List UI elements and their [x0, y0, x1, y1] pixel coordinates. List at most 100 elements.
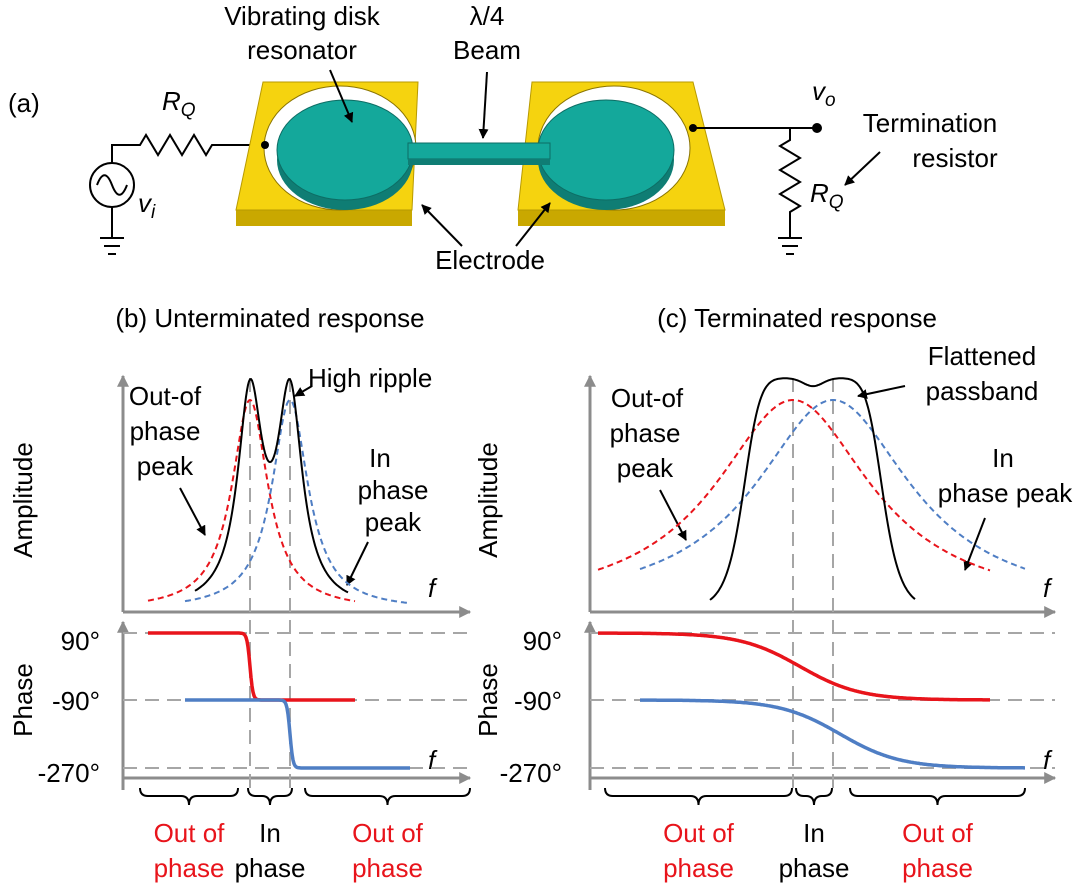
- out-of-phase-phase: [598, 631, 990, 702]
- arrow: [421, 204, 463, 247]
- axis-label: Phase: [473, 663, 503, 737]
- in-phase-curve: [639, 399, 1026, 570]
- annotation: Out-of: [129, 381, 202, 411]
- disk: [276, 99, 414, 201]
- annotation: λ/4: [470, 1, 505, 31]
- subscript: Q: [181, 100, 196, 121]
- axis-label: f: [428, 745, 438, 775]
- out-of-phase-curve: [147, 398, 356, 603]
- region-label: In: [259, 818, 281, 848]
- region-label: Out of: [902, 818, 974, 848]
- arrow: [294, 385, 313, 397]
- symbol: R: [810, 178, 829, 208]
- panel-title: (c) Terminated response: [657, 303, 937, 333]
- output-node: [812, 123, 822, 133]
- circuit: (a) RQ vi Vibrating disk resonator λ/4 B…: [8, 1, 998, 275]
- region-label: Out of: [352, 818, 424, 848]
- in-phase-phase: [640, 698, 1025, 770]
- tick-label: 90°: [523, 626, 562, 656]
- region-label: phase: [235, 853, 306, 883]
- region-label: Out of: [154, 818, 226, 848]
- beam-side: [408, 159, 550, 165]
- arrow: [478, 71, 489, 139]
- tick-label: 90°: [61, 626, 100, 656]
- subscript: Q: [829, 192, 844, 213]
- panel-b: (b) Unterminated response Amplitude Phas…: [8, 303, 472, 883]
- axis-label: Amplitude: [473, 442, 503, 558]
- region-label: phase: [352, 853, 423, 883]
- tick-label: -270°: [500, 758, 562, 788]
- electrode-side: [518, 210, 725, 226]
- output-wire: [693, 127, 817, 255]
- arrow: [844, 151, 881, 186]
- output-label: vo: [812, 76, 836, 111]
- tick-label: -270°: [38, 758, 100, 788]
- tick-label: -90°: [514, 686, 562, 716]
- brace: [795, 787, 833, 806]
- annotation: resonator: [247, 35, 357, 65]
- annotation: In: [992, 443, 1014, 473]
- brace: [604, 787, 793, 806]
- axis-label: f: [428, 573, 438, 603]
- annotation: peak: [137, 451, 194, 481]
- arrow: [329, 69, 354, 123]
- panel-c: (c) Terminated response Amplitude Phase …: [473, 303, 1073, 883]
- annotation: Out-of: [611, 383, 684, 413]
- brace: [139, 787, 239, 806]
- annotation: Flattened: [928, 341, 1036, 371]
- ground: [100, 207, 124, 255]
- beam: [407, 142, 551, 160]
- annotation: passband: [926, 376, 1039, 406]
- disk: [537, 99, 675, 201]
- annotation: High ripple: [308, 363, 432, 393]
- axis-label: f: [1043, 573, 1053, 603]
- axis-label: Phase: [8, 663, 38, 737]
- electrode-side: [236, 210, 412, 226]
- brace: [849, 787, 1026, 806]
- resistor-label: RQ: [810, 178, 844, 213]
- resistor-label: RQ: [162, 86, 196, 121]
- total-response: [194, 377, 349, 594]
- annotation: phase: [610, 418, 681, 448]
- symbol: R: [162, 86, 181, 116]
- subscript: i: [151, 202, 156, 223]
- arrow: [515, 202, 551, 247]
- in-phase-phase: [185, 698, 410, 770]
- annotation: In: [369, 443, 391, 473]
- annotation: phase: [358, 475, 429, 505]
- annotation: resistor: [912, 143, 998, 173]
- annotation: Beam: [453, 35, 521, 65]
- annotation: Electrode: [435, 245, 545, 275]
- annotation: peak: [617, 453, 674, 483]
- out-of-phase-phase: [148, 631, 355, 702]
- axis-label: Amplitude: [8, 442, 38, 558]
- region-label: phase: [902, 853, 973, 883]
- annotation: phase peak: [938, 478, 1073, 508]
- annotation: Vibrating disk: [224, 1, 381, 31]
- panel-title: (b) Unterminated response: [115, 303, 424, 333]
- arrow: [346, 541, 369, 586]
- out-of-phase-curve: [597, 399, 991, 572]
- arrow: [857, 385, 906, 400]
- brace: [247, 787, 293, 806]
- tick-label: -90°: [52, 686, 100, 716]
- annotation: phase: [130, 416, 201, 446]
- region-label: phase: [663, 853, 734, 883]
- region-label: In: [803, 818, 825, 848]
- brace: [304, 787, 471, 806]
- region-label: phase: [779, 853, 850, 883]
- arrow: [179, 487, 206, 536]
- annotation: Termination: [863, 108, 997, 138]
- subscript: o: [825, 90, 836, 111]
- axis-label: f: [1043, 745, 1053, 775]
- contact: [689, 124, 697, 132]
- arrow: [963, 517, 986, 571]
- contact: [261, 141, 269, 149]
- symbol: v: [812, 76, 827, 106]
- annotation: peak: [365, 507, 422, 537]
- source-label: vi: [138, 188, 156, 223]
- symbol: v: [138, 188, 153, 218]
- total-response: [709, 377, 916, 601]
- panel-label: (a): [8, 88, 40, 118]
